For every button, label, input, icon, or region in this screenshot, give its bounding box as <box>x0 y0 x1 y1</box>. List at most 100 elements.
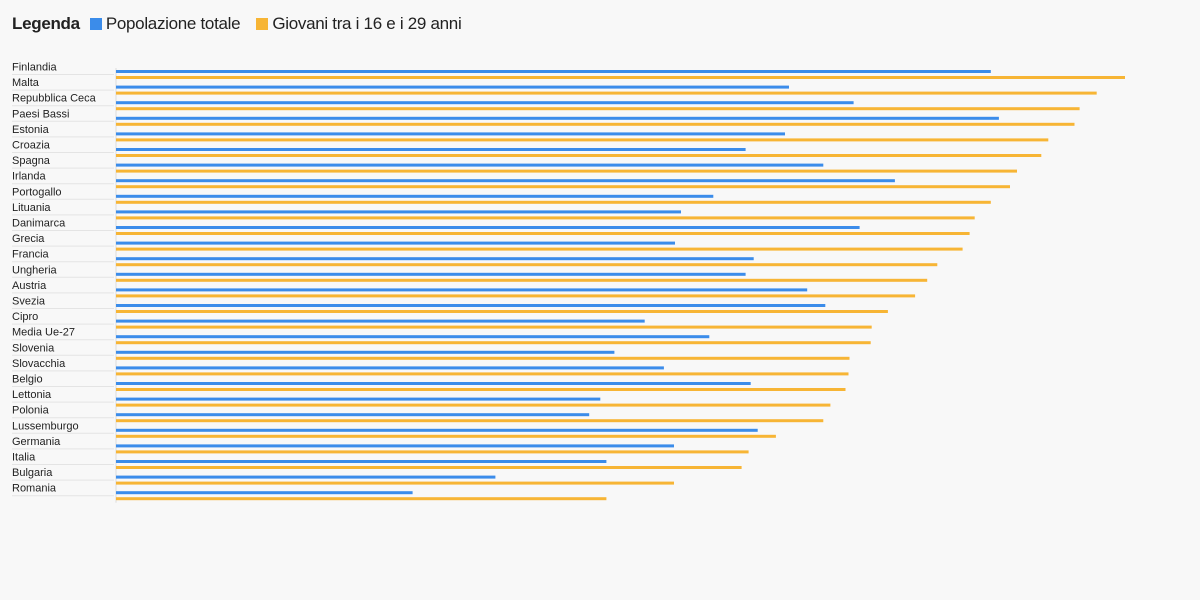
category-label: Irlanda <box>12 171 47 183</box>
bar-youth-irlanda[interactable] <box>116 185 1010 189</box>
bar-row-svezia[interactable]: Svezia <box>12 296 888 314</box>
bar-total-media-ue-27[interactable] <box>116 335 710 339</box>
bar-total-lituania[interactable] <box>116 210 681 214</box>
bar-total-polonia[interactable] <box>116 413 590 417</box>
bar-youth-italia[interactable] <box>116 466 742 469</box>
bar-youth-grecia[interactable] <box>116 247 963 251</box>
bar-youth-belgio[interactable] <box>116 388 846 391</box>
bar-row-danimarca[interactable]: Danimarca <box>12 218 970 236</box>
bar-total-finlandia[interactable] <box>116 70 991 73</box>
bar-youth-polonia[interactable] <box>116 419 824 423</box>
bar-youth-portogallo[interactable] <box>116 200 991 204</box>
bar-total-lettonia[interactable] <box>116 397 601 401</box>
bar-row-media-ue-27[interactable]: Media Ue-27 <box>12 327 871 345</box>
category-label: Austria <box>12 280 47 292</box>
bar-row-lettonia[interactable]: Lettonia <box>12 389 831 407</box>
bar-total-portogallo[interactable] <box>116 194 714 198</box>
bar-youth-croazia[interactable] <box>116 154 1042 157</box>
bar-row-slovenia[interactable]: Slovenia <box>12 342 850 360</box>
bar-youth-repubblica-ceca[interactable] <box>116 107 1080 111</box>
bar-total-romania[interactable] <box>116 491 413 495</box>
bar-total-svezia[interactable] <box>116 304 826 307</box>
bar-row-malta[interactable]: Malta <box>12 77 1097 95</box>
legend-swatch-youth <box>256 18 269 30</box>
bar-row-cipro[interactable]: Cipro <box>12 311 872 329</box>
bar-row-romania[interactable]: Romania <box>12 483 607 501</box>
bar-total-paesi-bassi[interactable] <box>116 116 999 120</box>
legend-item-total[interactable]: Popolazione totale <box>89 14 241 34</box>
bar-total-francia[interactable] <box>116 257 754 261</box>
bar-total-bulgaria[interactable] <box>116 475 496 479</box>
legend-item-youth[interactable]: Giovani tra i 16 e i 29 anni <box>256 14 462 34</box>
category-label: Spagna <box>12 155 51 167</box>
bar-total-danimarca[interactable] <box>116 226 860 229</box>
bar-row-ungheria[interactable]: Ungheria <box>12 264 928 282</box>
bar-total-italia[interactable] <box>116 460 607 463</box>
bar-youth-germania[interactable] <box>116 450 749 454</box>
bar-youth-slovenia[interactable] <box>116 356 850 360</box>
bar-youth-malta[interactable] <box>116 91 1097 95</box>
category-label: Danimarca <box>12 218 66 230</box>
bar-youth-spagna[interactable] <box>116 169 1017 173</box>
bar-row-finlandia[interactable]: Finlandia <box>12 62 1125 80</box>
bar-total-cipro[interactable] <box>116 319 645 323</box>
bar-total-lussemburgo[interactable] <box>116 428 758 432</box>
bar-total-austria[interactable] <box>116 288 808 292</box>
bar-total-ungheria[interactable] <box>116 272 746 276</box>
category-label: Bulgaria <box>12 467 53 479</box>
bar-youth-ungheria[interactable] <box>116 278 928 282</box>
bar-total-estonia[interactable] <box>116 132 785 136</box>
bar-youth-romania[interactable] <box>116 497 607 501</box>
category-label: Grecia <box>12 233 45 245</box>
bar-row-estonia[interactable]: Estonia <box>12 124 1049 142</box>
bar-total-slovacchia[interactable] <box>116 366 664 370</box>
bar-youth-bulgaria[interactable] <box>116 481 674 485</box>
bar-row-grecia[interactable]: Grecia <box>12 233 963 251</box>
bar-youth-austria[interactable] <box>116 294 916 298</box>
bar-row-francia[interactable]: Francia <box>12 249 938 267</box>
bar-total-spagna[interactable] <box>116 163 824 167</box>
bar-youth-media-ue-27[interactable] <box>116 341 871 345</box>
bar-row-bulgaria[interactable]: Bulgaria <box>12 467 674 485</box>
bar-row-irlanda[interactable]: Irlanda <box>12 171 1010 189</box>
bar-row-polonia[interactable]: Polonia <box>12 405 824 423</box>
bar-youth-lussemburgo[interactable] <box>116 434 776 438</box>
bar-row-paesi-bassi[interactable]: Paesi Bassi <box>12 108 1075 126</box>
bar-row-croazia[interactable]: Croazia <box>12 140 1042 158</box>
bar-total-belgio[interactable] <box>116 382 751 385</box>
bar-total-irlanda[interactable] <box>116 179 895 183</box>
bar-youth-paesi-bassi[interactable] <box>116 122 1075 126</box>
bar-total-repubblica-ceca[interactable] <box>116 101 854 105</box>
bar-total-germania[interactable] <box>116 444 674 448</box>
category-label: Croazia <box>12 140 51 152</box>
bar-total-croazia[interactable] <box>116 148 746 151</box>
bar-youth-estonia[interactable] <box>116 138 1049 142</box>
bar-total-slovenia[interactable] <box>116 350 615 354</box>
bar-row-lituania[interactable]: Lituania <box>12 202 975 220</box>
bar-row-spagna[interactable]: Spagna <box>12 155 1017 173</box>
category-label: Repubblica Ceca <box>12 93 97 105</box>
bar-youth-slovacchia[interactable] <box>116 372 849 376</box>
bar-row-repubblica-ceca[interactable]: Repubblica Ceca <box>12 93 1080 111</box>
bar-row-germania[interactable]: Germania <box>12 436 749 454</box>
bar-youth-finlandia[interactable] <box>116 76 1125 79</box>
bar-youth-lituania[interactable] <box>116 216 975 220</box>
category-label: Malta <box>12 77 40 89</box>
bar-youth-danimarca[interactable] <box>116 232 970 235</box>
category-label: Svezia <box>12 296 46 308</box>
bar-row-portogallo[interactable]: Portogallo <box>12 186 991 204</box>
bar-total-malta[interactable] <box>116 85 789 89</box>
bar-row-slovacchia[interactable]: Slovacchia <box>12 358 849 376</box>
bar-row-austria[interactable]: Austria <box>12 280 916 298</box>
bar-youth-francia[interactable] <box>116 263 938 267</box>
bar-youth-cipro[interactable] <box>116 325 872 329</box>
bar-youth-lettonia[interactable] <box>116 403 831 407</box>
bar-row-italia[interactable]: Italia <box>12 452 742 470</box>
legend: Legenda Popolazione totale Giovani tra i… <box>12 12 477 36</box>
bar-youth-svezia[interactable] <box>116 310 888 313</box>
bar-row-lussemburgo[interactable]: Lussemburgo <box>12 420 776 438</box>
category-label: Slovenia <box>12 342 55 354</box>
bar-row-belgio[interactable]: Belgio <box>12 374 846 392</box>
bar-total-grecia[interactable] <box>116 241 675 245</box>
